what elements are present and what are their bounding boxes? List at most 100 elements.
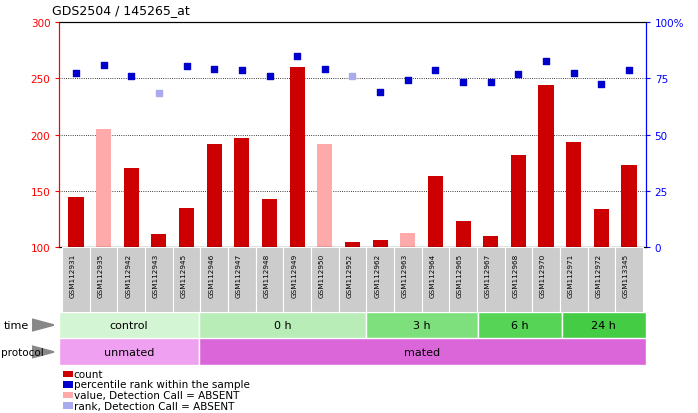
Bar xyxy=(199,339,646,366)
Bar xyxy=(200,248,228,312)
Bar xyxy=(533,248,560,312)
Point xyxy=(568,70,579,77)
Bar xyxy=(477,248,505,312)
Text: mated: mated xyxy=(404,347,440,357)
Bar xyxy=(124,169,139,248)
Bar xyxy=(151,234,167,248)
Text: percentile rank within the sample: percentile rank within the sample xyxy=(73,380,249,389)
Bar xyxy=(428,177,443,248)
Bar xyxy=(145,248,172,312)
Bar xyxy=(345,242,360,248)
Text: GSM112945: GSM112945 xyxy=(181,253,186,297)
Text: GSM112948: GSM112948 xyxy=(264,253,269,297)
Text: 24 h: 24 h xyxy=(591,320,616,330)
Text: GSM112968: GSM112968 xyxy=(512,253,519,297)
Text: GSM112935: GSM112935 xyxy=(98,253,103,297)
Point xyxy=(98,62,109,69)
Point xyxy=(237,68,248,74)
Bar xyxy=(373,240,388,248)
Text: GSM112971: GSM112971 xyxy=(567,253,574,297)
Point xyxy=(70,70,82,77)
Point xyxy=(430,68,441,74)
Bar xyxy=(615,248,643,312)
Bar xyxy=(179,209,194,248)
Point xyxy=(623,68,634,74)
Text: GSM112949: GSM112949 xyxy=(291,253,297,297)
Bar xyxy=(255,248,283,312)
Bar xyxy=(199,312,366,339)
Point xyxy=(402,78,413,85)
Point xyxy=(292,53,303,60)
Text: GDS2504 / 145265_at: GDS2504 / 145265_at xyxy=(52,4,190,17)
Bar xyxy=(450,248,477,312)
Point xyxy=(126,74,137,80)
Text: count: count xyxy=(73,369,103,379)
Text: GSM112943: GSM112943 xyxy=(153,253,159,297)
Bar xyxy=(96,130,111,248)
Point xyxy=(154,90,165,97)
Bar xyxy=(566,143,581,248)
Text: 0 h: 0 h xyxy=(274,320,292,330)
Point xyxy=(209,66,220,73)
Point xyxy=(457,79,468,85)
Text: GSM112967: GSM112967 xyxy=(485,253,491,297)
Text: rank, Detection Call = ABSENT: rank, Detection Call = ABSENT xyxy=(73,401,234,411)
Bar xyxy=(562,312,646,339)
Bar xyxy=(339,248,366,312)
Bar xyxy=(90,248,117,312)
Text: GSM112970: GSM112970 xyxy=(540,253,546,297)
Bar xyxy=(117,248,145,312)
Text: GSM112946: GSM112946 xyxy=(208,253,214,297)
Bar xyxy=(290,68,305,248)
Text: GSM112965: GSM112965 xyxy=(457,253,463,297)
Bar xyxy=(311,248,339,312)
Point xyxy=(485,79,496,85)
Text: protocol: protocol xyxy=(1,347,43,357)
Bar xyxy=(366,248,394,312)
Text: GSM112964: GSM112964 xyxy=(429,253,436,297)
Text: 3 h: 3 h xyxy=(413,320,431,330)
Bar xyxy=(207,144,222,248)
Text: GSM112963: GSM112963 xyxy=(402,253,408,297)
Bar xyxy=(483,237,498,248)
Bar xyxy=(262,199,277,248)
Bar xyxy=(422,248,450,312)
Point xyxy=(181,63,192,70)
Bar xyxy=(62,248,90,312)
Bar xyxy=(621,166,637,248)
Bar xyxy=(235,139,249,248)
Text: value, Detection Call = ABSENT: value, Detection Call = ABSENT xyxy=(73,390,239,400)
Point xyxy=(347,74,358,80)
Text: GSM112950: GSM112950 xyxy=(319,253,325,297)
Bar xyxy=(172,248,200,312)
Point xyxy=(513,71,524,78)
Text: GSM112942: GSM112942 xyxy=(125,253,131,297)
Point xyxy=(540,59,551,65)
Text: time: time xyxy=(3,320,29,330)
Bar xyxy=(317,144,332,248)
Polygon shape xyxy=(32,319,54,331)
Text: unmated: unmated xyxy=(104,347,154,357)
Text: control: control xyxy=(110,320,149,330)
Bar xyxy=(538,86,554,248)
Bar xyxy=(283,248,311,312)
Bar xyxy=(59,339,199,366)
Bar xyxy=(400,233,415,248)
Text: GSM112962: GSM112962 xyxy=(374,253,380,297)
Point xyxy=(596,81,607,88)
Bar xyxy=(505,248,533,312)
Bar xyxy=(68,197,84,248)
Bar xyxy=(394,248,422,312)
Text: GSM112952: GSM112952 xyxy=(346,253,352,297)
Bar xyxy=(456,222,470,248)
Text: GSM112947: GSM112947 xyxy=(236,253,242,297)
Bar xyxy=(59,312,199,339)
Bar xyxy=(588,248,615,312)
Bar xyxy=(478,312,562,339)
Point xyxy=(264,74,275,80)
Text: GSM112931: GSM112931 xyxy=(70,253,76,297)
Bar xyxy=(228,248,255,312)
Point xyxy=(319,66,330,73)
Bar xyxy=(560,248,588,312)
Polygon shape xyxy=(32,346,54,358)
